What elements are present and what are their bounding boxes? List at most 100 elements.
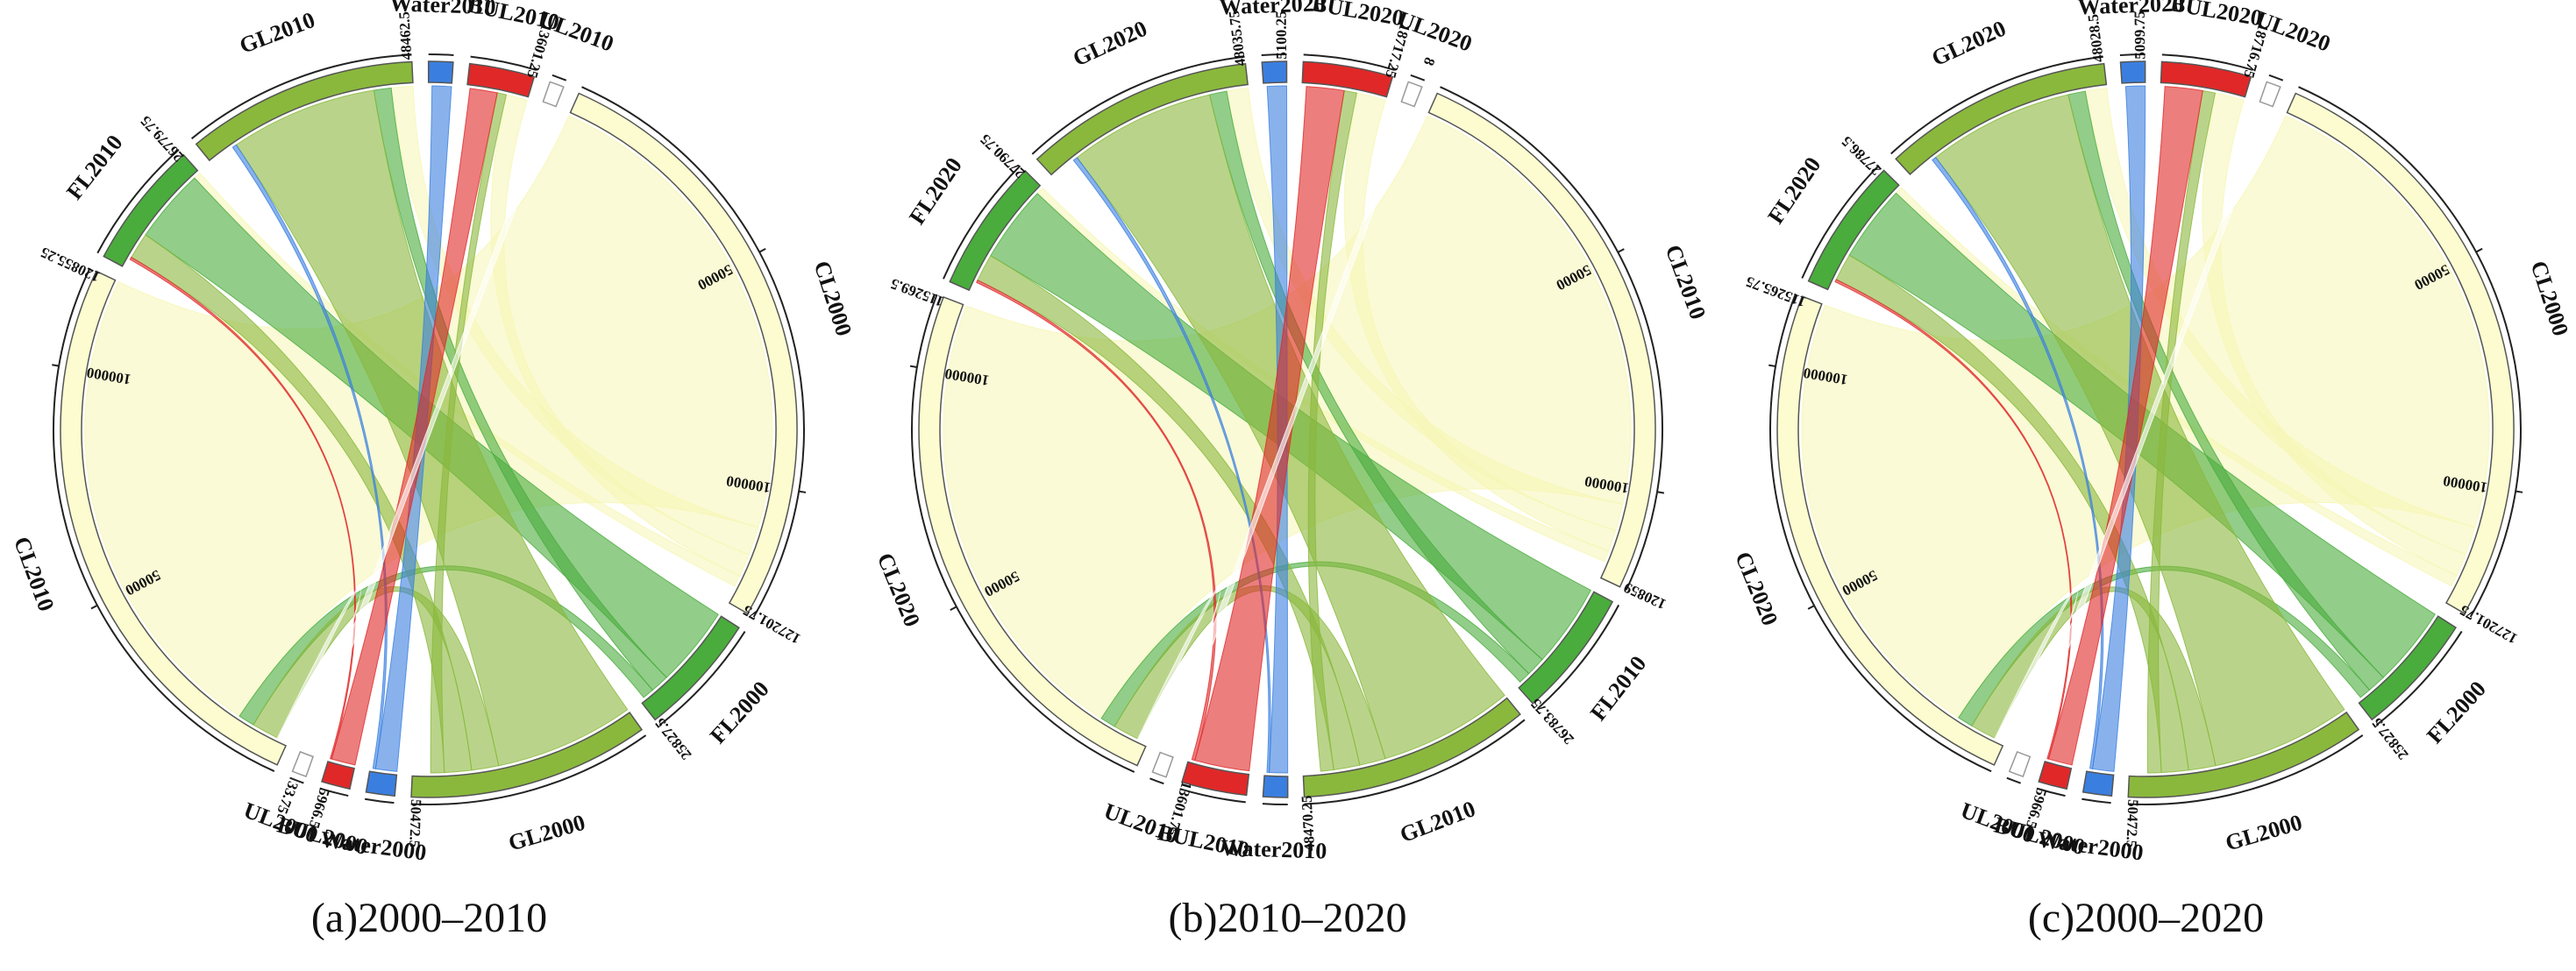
segment-name: UL2010 bbox=[1100, 798, 1182, 849]
segment-scale bbox=[1890, 55, 2103, 155]
tick-mark bbox=[90, 604, 98, 610]
segment-arc bbox=[466, 62, 536, 98]
segment-name: FL2020 bbox=[904, 153, 967, 230]
panel-caption-c: (c)2000–2020 bbox=[2027, 895, 2265, 941]
panel-caption-b: (b)2010–2020 bbox=[1168, 895, 1407, 941]
segment-scale bbox=[2161, 53, 2253, 71]
segment-name: GL2020 bbox=[1928, 16, 2010, 72]
segment-arc bbox=[1895, 62, 2108, 176]
tick-mark bbox=[950, 606, 957, 612]
chord-UL2000-UL2020 bbox=[2023, 106, 2273, 755]
segment-end-value: 120859 bbox=[1621, 579, 1669, 613]
segment-arc bbox=[1035, 62, 1249, 176]
segment-arc bbox=[641, 615, 740, 721]
chords bbox=[84, 85, 773, 774]
segment-end-value: 127201.75 bbox=[2457, 601, 2520, 647]
segment-arc bbox=[410, 711, 644, 798]
segment-end-value: 115265.75 bbox=[1744, 273, 1808, 311]
segment-arc bbox=[918, 295, 1147, 767]
tick-mark bbox=[1807, 605, 1815, 610]
segment-arc bbox=[2286, 92, 2515, 614]
segment-name: CL2000 bbox=[809, 258, 857, 339]
segment-UL2000: UL2000 bbox=[1957, 750, 2039, 848]
segment-arc bbox=[60, 270, 288, 766]
tick-mark bbox=[1617, 248, 1625, 253]
segment-scale bbox=[1536, 604, 1620, 710]
segment-name: CL2010 bbox=[9, 534, 60, 615]
segment-scale bbox=[410, 734, 647, 805]
segment-arc bbox=[2119, 60, 2146, 84]
segment-scale bbox=[551, 74, 567, 82]
segment-Water2010: Water2010 bbox=[1220, 775, 1327, 864]
segment-name: CL2010 bbox=[1661, 242, 1711, 323]
segment-arc bbox=[569, 92, 798, 615]
segment-arc bbox=[1301, 60, 1394, 98]
chord-Water2000-GL2020 bbox=[1932, 156, 2104, 769]
chord-Water2010-Water2020 bbox=[1266, 85, 1289, 774]
segment-scale bbox=[1303, 53, 1395, 71]
tick-mark bbox=[758, 247, 766, 253]
segment-scale bbox=[943, 165, 1021, 280]
tick-mark bbox=[798, 490, 807, 493]
chord-panel-a: 50000 100000 127201.75 CL2000 25827.5 FL2000 5… bbox=[0, 0, 858, 971]
chord-UL2000-UL2010 bbox=[306, 106, 556, 755]
chord-BUL2000-FL2020 bbox=[1834, 279, 2073, 760]
segment-end-value: 48462.5 bbox=[395, 11, 415, 60]
chord-BUL2000-BUL2010 bbox=[331, 88, 498, 766]
segment-end-value: 27786.5 bbox=[1839, 133, 1885, 179]
chord-panel-b: 50000 100000 120859 CL2010 26783.75 FL2010 484… bbox=[858, 0, 1717, 971]
segment-end-value: 25827.5 bbox=[651, 715, 694, 763]
segment-name: GL2000 bbox=[506, 810, 588, 856]
segment-scale bbox=[1031, 55, 1245, 155]
segment-scale bbox=[1769, 293, 1992, 773]
segment-end-value: 8 bbox=[1420, 55, 1439, 68]
segment-scale bbox=[2006, 776, 2021, 784]
segment-scale bbox=[2127, 734, 2364, 805]
segment-name: FL2000 bbox=[705, 677, 774, 749]
segment-scale bbox=[2375, 630, 2463, 726]
segment-scale bbox=[1261, 53, 1287, 57]
tick-mark bbox=[909, 365, 918, 369]
segment-Water2010: Water2010 bbox=[389, 0, 496, 84]
chord-Water2010-GL2020 bbox=[1072, 157, 1271, 773]
segment-scale bbox=[658, 631, 746, 726]
segment-scale bbox=[319, 787, 349, 797]
segment-arc bbox=[291, 750, 315, 777]
segment-end-value: 5100.25 bbox=[1273, 11, 1291, 59]
segment-arc bbox=[1151, 751, 1174, 778]
segment-name: FL2010 bbox=[61, 130, 127, 204]
segment-name: GL2000 bbox=[2223, 810, 2305, 856]
segment-name: CL2020 bbox=[1730, 548, 1783, 629]
segment-arc bbox=[195, 60, 414, 162]
segment-scale bbox=[428, 53, 454, 56]
segment-arc bbox=[1518, 591, 1614, 705]
segment-end-value: 48470.25 bbox=[1299, 795, 1319, 852]
segment-scale bbox=[96, 148, 180, 254]
segment-arc bbox=[103, 153, 199, 267]
chord-Water2000-Water2010 bbox=[374, 85, 452, 772]
segment-UL2020: UL2020 bbox=[2252, 6, 2334, 108]
chord-BUL2010-FL2020 bbox=[976, 279, 1217, 762]
chord-UL2010-CL2020 bbox=[1136, 586, 1221, 752]
chords bbox=[943, 85, 1632, 774]
segment-arc bbox=[1427, 92, 1656, 588]
segment-scale bbox=[364, 797, 395, 804]
segment-name: BUL2020 bbox=[1310, 0, 1405, 31]
segment-end-value: 50472.5 bbox=[2123, 799, 2141, 848]
segment-arc bbox=[1302, 697, 1521, 798]
segment-name: FL2020 bbox=[1763, 152, 1826, 229]
tick-mark bbox=[2475, 247, 2483, 253]
segment-arc bbox=[542, 81, 565, 108]
segment-name: GL2020 bbox=[1069, 16, 1151, 72]
segment-scale bbox=[911, 294, 1135, 773]
segment-end-value: 25827.5 bbox=[2368, 715, 2411, 763]
